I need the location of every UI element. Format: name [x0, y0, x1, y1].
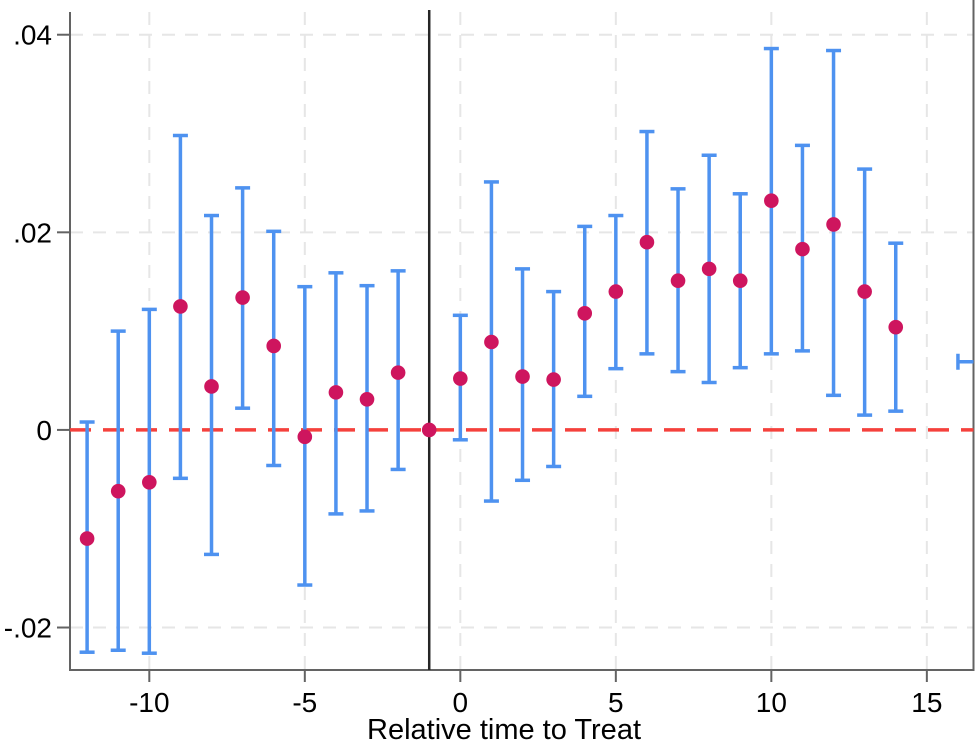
point-marker: [142, 474, 157, 490]
point-marker: [453, 371, 468, 386]
point-marker: [266, 338, 282, 354]
point-marker: [608, 284, 624, 299]
point-marker: [515, 369, 530, 384]
point-marker: [79, 531, 95, 546]
point-marker: [701, 261, 717, 277]
point-marker: [826, 217, 841, 232]
point-marker: [732, 273, 748, 289]
point-marker: [173, 299, 188, 314]
point-marker: [421, 422, 437, 438]
x-tick-label: 0: [453, 687, 469, 718]
point-marker: [235, 290, 250, 305]
x-tick-label: 5: [608, 687, 624, 718]
point-marker: [857, 284, 872, 299]
point-marker: [795, 241, 810, 257]
point-marker: [639, 234, 655, 250]
point-marker: [484, 334, 499, 350]
point-marker: [577, 306, 593, 321]
point-marker: [546, 372, 561, 387]
point-marker: [204, 379, 219, 394]
y-tick-label: 0: [36, 415, 52, 446]
x-tick-label: -5: [292, 687, 317, 718]
point-marker: [670, 273, 686, 289]
point-marker: [328, 385, 344, 400]
y-tick-label: -.02: [4, 613, 52, 644]
x-axis-title: Relative time to Treat: [367, 714, 641, 746]
y-tick-label: .04: [13, 20, 52, 51]
point-marker: [390, 365, 406, 380]
point-marker: [110, 483, 126, 499]
x-tick-label: 15: [911, 687, 942, 718]
x-tick-label: -10: [129, 687, 169, 718]
point-marker: [297, 429, 313, 445]
point-marker: [888, 319, 904, 335]
point-marker: [359, 391, 375, 407]
y-tick-label: .02: [13, 217, 52, 248]
x-tick-label: 10: [756, 687, 787, 718]
point-marker: [764, 193, 779, 209]
